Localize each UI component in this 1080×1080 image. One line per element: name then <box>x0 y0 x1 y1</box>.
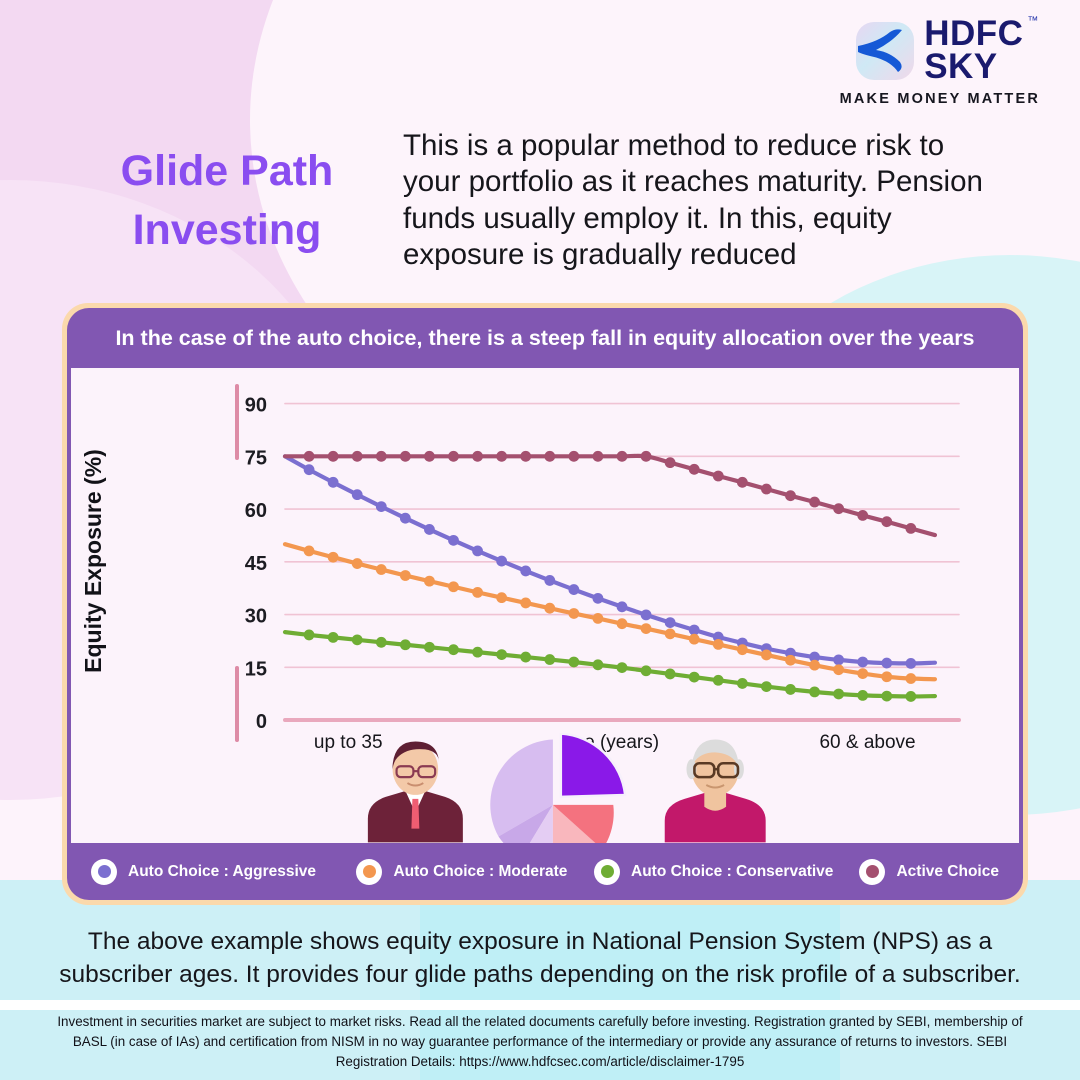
chart-card: In the case of the auto choice, there is… <box>62 303 1028 905</box>
logo-text-hdfc: HDFC <box>924 14 1024 53</box>
svg-text:60: 60 <box>245 500 267 522</box>
page-title: Glide Path Investing <box>120 147 334 255</box>
trademark-icon: ™ <box>1027 15 1039 27</box>
svg-text:75: 75 <box>245 447 267 469</box>
svg-text:60 & above: 60 & above <box>819 732 915 753</box>
legend-color-dot-icon <box>594 858 620 885</box>
caption-text: The above example shows equity exposure … <box>59 928 1021 989</box>
legend-label: Active Choice <box>896 862 999 880</box>
logo-text-sky: SKY <box>924 46 998 86</box>
disclaimer-text: Investment in securities market are subj… <box>57 1014 1023 1069</box>
svg-text:Age (years): Age (years) <box>561 732 659 753</box>
svg-text:15: 15 <box>245 658 267 680</box>
svg-text:up to 35: up to 35 <box>314 732 383 753</box>
hdfc-sky-logo-icon <box>856 21 915 80</box>
series-active-choice <box>282 450 938 538</box>
legend-label: Auto Choice : Moderate <box>393 862 568 880</box>
svg-text:90: 90 <box>245 395 267 417</box>
chart-plot-area: 0 15 30 45 60 75 90 Equity Exposure (%) up to 35… <box>71 368 1019 843</box>
brand-logo: HDFC SKY ™ MAKE MONEY MATTER <box>839 14 1040 107</box>
series-auto-choice-moderate <box>282 542 938 684</box>
series-auto-choice-conservative <box>282 629 938 702</box>
legend-color-dot-icon <box>356 858 383 885</box>
series-auto-choice-aggressive <box>282 454 938 669</box>
legend-item-moderate[interactable]: Auto Choice : Moderate <box>356 858 594 885</box>
legend-label: Auto Choice : Conservative <box>631 862 834 880</box>
svg-text:Equity Exposure (%): Equity Exposure (%) <box>80 449 106 673</box>
brand-tagline: MAKE MONEY MATTER <box>839 90 1040 107</box>
legend-color-dot-icon <box>91 858 117 885</box>
intro-paragraph: This is a popular method to reduce risk … <box>403 129 983 271</box>
legend-color-dot-icon <box>859 858 886 885</box>
glide-path-line-chart: 0 15 30 45 60 75 90 Equity Exposure (%) up to 35… <box>80 384 961 753</box>
chart-legend: Auto Choice : Aggressive Auto Choice : M… <box>67 843 1023 900</box>
legend-item-active-choice[interactable]: Active Choice <box>859 858 999 885</box>
svg-text:30: 30 <box>245 606 267 628</box>
svg-text:0: 0 <box>256 711 267 733</box>
legend-item-conservative[interactable]: Auto Choice : Conservative <box>594 858 859 885</box>
svg-text:45: 45 <box>245 553 267 575</box>
legend-item-aggressive[interactable]: Auto Choice : Aggressive <box>91 858 356 885</box>
legend-label: Auto Choice : Aggressive <box>128 862 317 880</box>
chart-card-header: In the case of the auto choice, there is… <box>115 325 975 350</box>
